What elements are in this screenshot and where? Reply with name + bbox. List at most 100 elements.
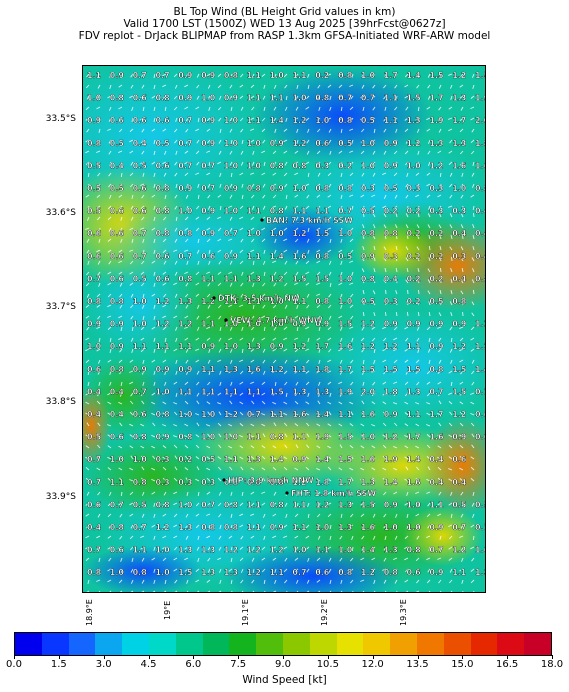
wind-arrow (405, 106, 409, 111)
wind-arrow (294, 337, 299, 340)
wind-arrow (228, 271, 233, 275)
wind-arrow (164, 194, 167, 200)
wind-arrow (185, 513, 189, 518)
bl-height-value: 0.6 (87, 252, 102, 261)
wind-arrow (316, 513, 321, 518)
wind-arrow (241, 194, 244, 199)
wind-arrow (383, 161, 387, 166)
wind-arrow (416, 579, 420, 584)
wind-arrow (140, 546, 145, 550)
wind-arrow (252, 524, 255, 529)
wind-arrow (196, 84, 200, 89)
wind-arrow (197, 535, 200, 540)
wind-arrow (316, 249, 321, 253)
wind-arrow (438, 205, 442, 210)
wind-arrow (339, 392, 343, 397)
wind-arrow (162, 128, 167, 132)
wind-arrow (450, 513, 453, 518)
wind-arrow (283, 412, 288, 416)
bl-height-value: 1.1 (247, 387, 262, 396)
wind-arrow (459, 401, 464, 405)
wind-arrow (261, 445, 266, 449)
bl-height-value: 1.6 (475, 161, 485, 170)
wind-arrow (184, 326, 189, 329)
wind-arrow (206, 326, 211, 330)
wind-arrow (361, 370, 365, 375)
bl-height-value: 0.8 (384, 568, 399, 577)
wind-arrow (426, 326, 431, 331)
wind-arrow (262, 183, 266, 188)
wind-arrow (173, 402, 178, 405)
bl-height-value: 1.1 (247, 252, 262, 261)
bl-height-value: 1.7 (384, 71, 398, 80)
wind-arrow (371, 445, 376, 449)
bl-height-value: 1.5 (270, 387, 285, 396)
wind-arrow (151, 392, 156, 396)
wind-arrow (438, 213, 442, 218)
wind-arrow (261, 413, 266, 416)
wind-arrow (350, 315, 354, 320)
wind-arrow (439, 546, 442, 551)
wind-arrow (372, 161, 376, 166)
wind-arrow (393, 172, 398, 177)
wind-arrow (362, 106, 365, 112)
wind-arrow (86, 422, 90, 427)
wind-arrow (96, 535, 101, 539)
wind-arrow (382, 422, 387, 427)
wind-arrow (372, 381, 376, 386)
wind-arrow (360, 557, 365, 561)
wind-arrow (263, 326, 266, 331)
wind-arrow (96, 546, 101, 550)
wind-arrow (404, 445, 409, 449)
wind-arrow (262, 139, 266, 144)
wind-arrow (393, 150, 398, 155)
wind-arrow (361, 400, 365, 405)
wind-arrow (120, 238, 123, 243)
wind-arrow (305, 95, 310, 100)
wind-arrow (371, 194, 376, 198)
bl-height-value: 0.8 (133, 433, 148, 442)
wind-arrow (283, 326, 288, 330)
wind-arrow (294, 282, 299, 286)
colorbar-tick-label: 10.5 (316, 659, 339, 670)
bl-height-value: 1.0 (315, 116, 330, 125)
wind-arrow (426, 117, 431, 121)
wind-arrow (241, 348, 244, 353)
bl-height-value: 0.6 (110, 252, 125, 261)
wind-arrow (329, 579, 332, 585)
wind-arrow (373, 268, 376, 273)
wind-arrow (250, 172, 255, 175)
wind-arrow (86, 590, 90, 592)
colorbar-segment (309, 633, 337, 655)
wind-arrow (119, 227, 123, 232)
wind-arrow (349, 172, 354, 177)
wind-arrow (426, 478, 431, 482)
wind-arrow (162, 456, 167, 460)
wind-arrow (218, 444, 222, 449)
wind-arrow (294, 359, 299, 363)
wind-arrow (395, 257, 398, 262)
wind-arrow (316, 161, 321, 166)
wind-arrow (339, 568, 343, 573)
wind-arrow (393, 557, 398, 561)
wind-arrow (272, 535, 277, 539)
wind-arrow (261, 467, 266, 471)
wind-arrow (460, 513, 464, 518)
wind-arrow (251, 400, 255, 405)
bl-height-value: 0.3 (178, 478, 192, 487)
wind-arrow (316, 194, 321, 198)
wind-arrow (460, 139, 464, 144)
wind-arrow (251, 579, 255, 584)
wind-arrow (261, 150, 266, 154)
bl-height-value: 1.3 (452, 139, 466, 148)
wind-arrow (415, 172, 420, 176)
wind-arrow (195, 227, 200, 232)
wind-arrow (229, 117, 233, 122)
wind-arrow (261, 455, 266, 460)
wind-arrow (218, 433, 222, 438)
wind-arrow (185, 359, 189, 364)
wind-arrow (284, 260, 288, 265)
wind-arrow (470, 337, 475, 341)
wind-arrow (272, 348, 277, 352)
wind-arrow (361, 172, 365, 177)
